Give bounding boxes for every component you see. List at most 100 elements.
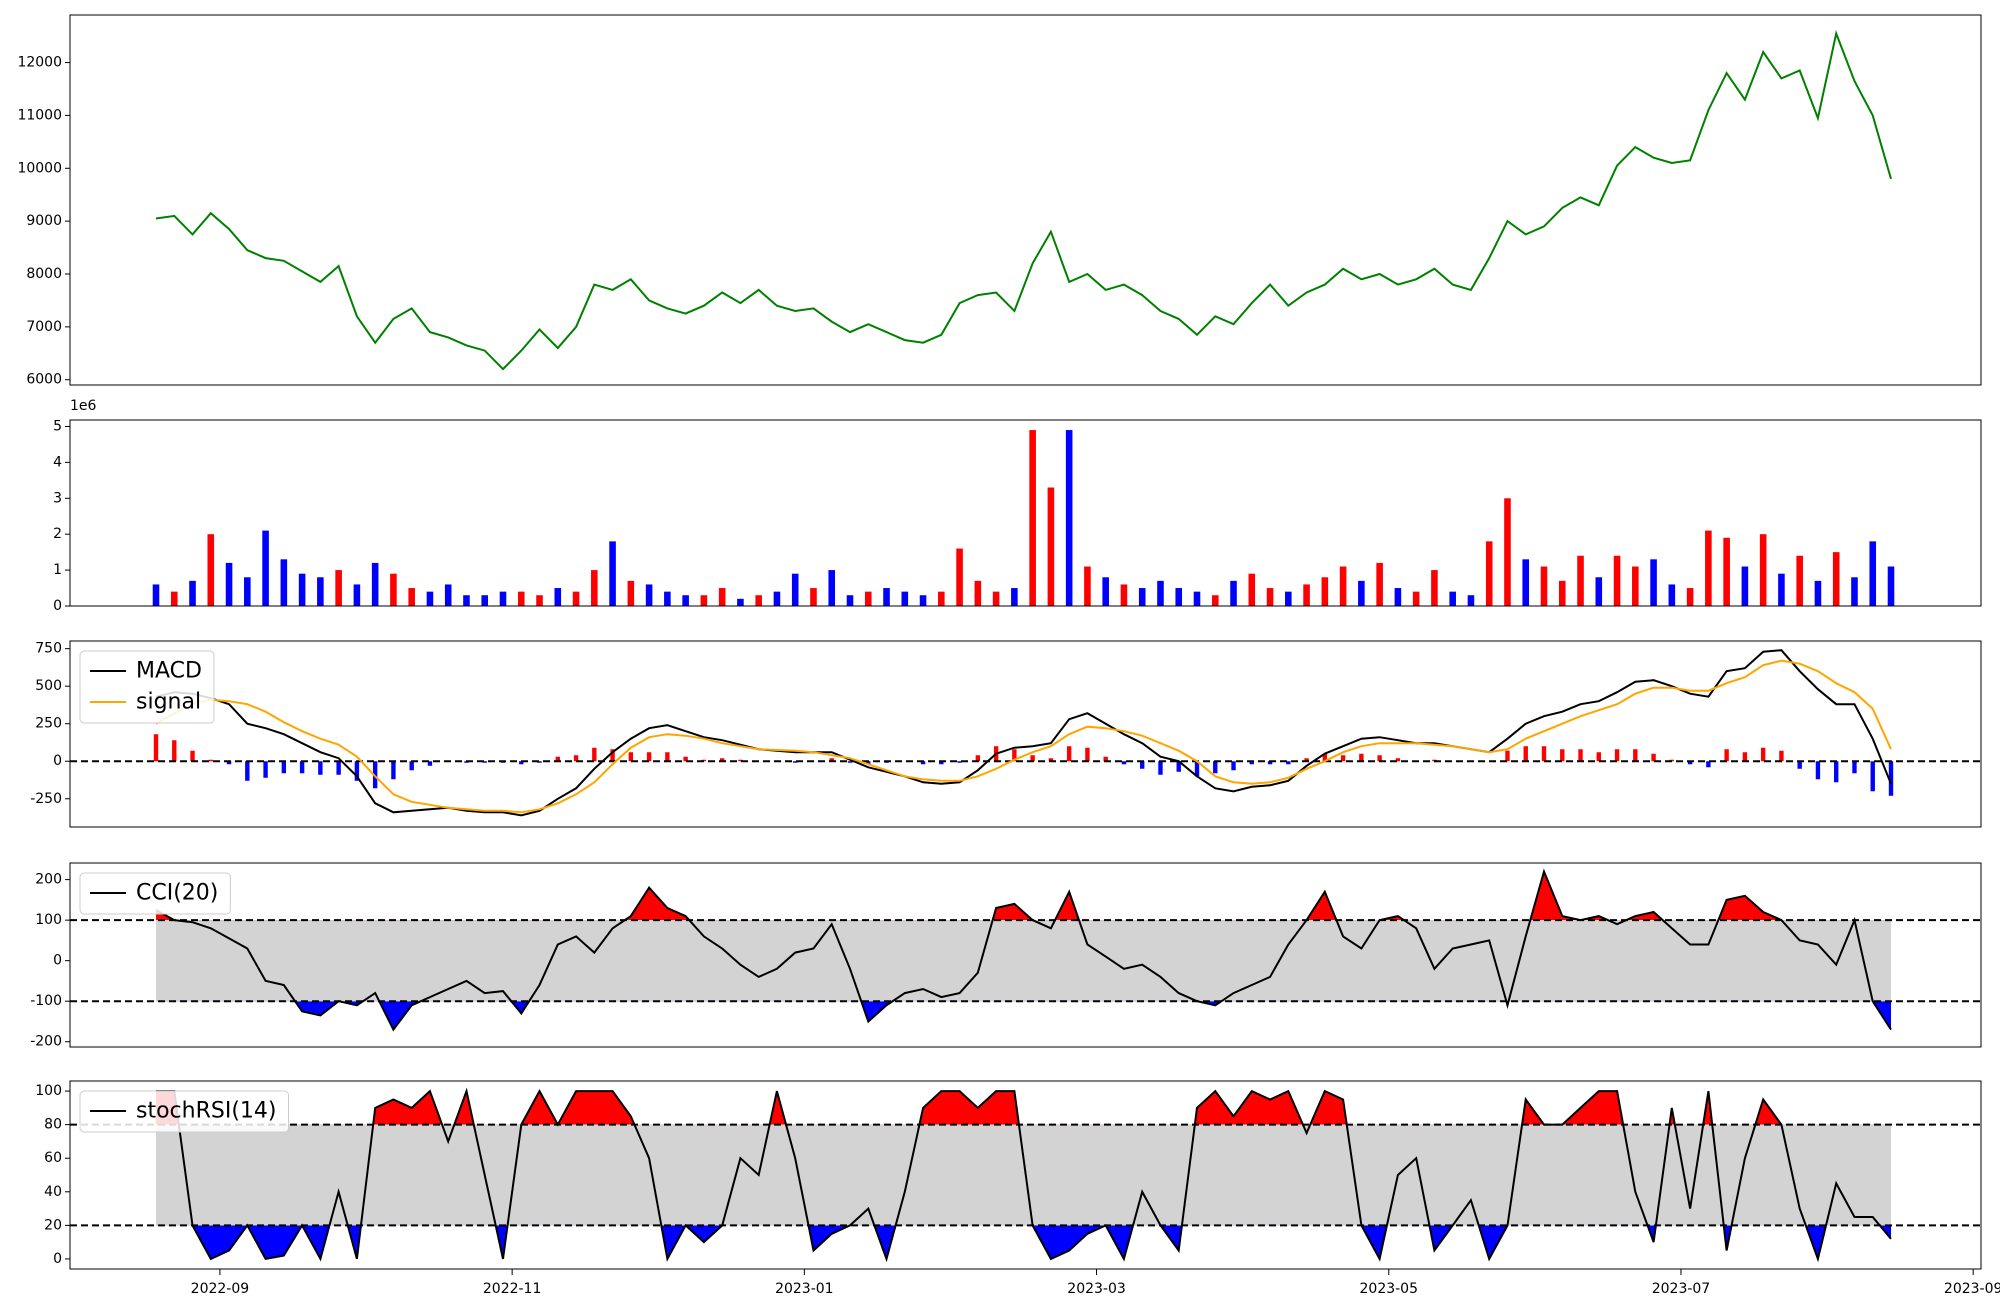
y-tick-label: -250 — [30, 791, 62, 807]
volume-bar — [1485, 541, 1493, 606]
volume-bar — [1230, 580, 1237, 606]
overbought-fill — [156, 1091, 1891, 1125]
histogram-bar — [1048, 758, 1054, 762]
volume-bar — [353, 584, 361, 606]
volume-bar — [536, 595, 543, 606]
legend: MACD signal — [79, 650, 215, 724]
y-tick-label: 10000 — [17, 160, 62, 176]
histogram-bar — [719, 758, 725, 762]
volume-bar — [1175, 588, 1183, 606]
volume-bar — [1522, 559, 1530, 606]
volume-bar — [244, 577, 251, 606]
histogram-bar — [1706, 761, 1711, 768]
volume-bar — [517, 591, 525, 606]
volume-bar — [883, 588, 890, 606]
histogram-bar — [1687, 761, 1693, 765]
volume-bar — [1814, 580, 1822, 606]
y-tick-label: -200 — [30, 1034, 62, 1050]
histogram-bar — [519, 761, 524, 765]
histogram-bar — [1322, 753, 1328, 762]
volume-bar — [664, 591, 671, 606]
histogram-bar — [683, 756, 688, 762]
y-tick-label: 200 — [35, 872, 62, 888]
y-tick-label: 20 — [44, 1217, 62, 1233]
y-tick-label: 0 — [53, 1251, 62, 1267]
histogram-bar — [1578, 749, 1583, 762]
histogram-bar — [1724, 749, 1729, 762]
legend-box — [79, 872, 231, 915]
plot-frame — [69, 14, 1982, 386]
histogram-bar — [263, 761, 268, 778]
overbought-fill — [156, 871, 1891, 921]
histogram-bar — [245, 761, 250, 781]
y-tick-label: 80 — [44, 1117, 62, 1133]
histogram-bar — [1176, 761, 1181, 772]
y-tick-label: 250 — [35, 716, 62, 732]
histogram-bar — [1870, 761, 1875, 792]
histogram-bar — [190, 750, 195, 762]
volume-bar — [901, 591, 909, 606]
histogram-bar — [1505, 750, 1510, 762]
y-tick-label: 60 — [44, 1150, 62, 1166]
volume-bar — [956, 548, 963, 606]
histogram-bar — [1651, 753, 1656, 762]
volume-bar — [1686, 588, 1694, 606]
histogram-bar — [427, 761, 433, 766]
plot-frame — [69, 1080, 1982, 1270]
indicator-line — [155, 659, 1892, 814]
y-tick-label: 9000 — [26, 213, 62, 229]
histogram-bar — [1742, 752, 1748, 762]
volume-bar — [1029, 430, 1036, 606]
histogram-bar — [1560, 749, 1565, 762]
volume-bar — [170, 591, 178, 606]
volume-bar — [737, 598, 744, 606]
histogram-bar — [1121, 761, 1127, 765]
volume-bar — [572, 591, 580, 606]
histogram-bar — [1815, 761, 1821, 780]
histogram-bar — [1779, 750, 1784, 762]
histogram-bar — [391, 761, 396, 780]
y-tick-label: 2 — [53, 526, 62, 542]
volume-bar — [645, 584, 653, 606]
volume-bar — [718, 588, 726, 606]
volume-bar — [700, 595, 708, 606]
histogram-bar — [1834, 761, 1839, 783]
histogram-bar — [646, 752, 652, 762]
volume-bar — [1887, 566, 1895, 606]
volume-bar — [189, 580, 196, 606]
volume-bar — [1431, 570, 1438, 606]
histogram-bar — [336, 761, 341, 775]
histogram-bar — [1340, 755, 1346, 762]
histogram-bar — [920, 761, 926, 765]
histogram-bar — [1066, 746, 1072, 762]
volume-bar — [1412, 591, 1420, 606]
histogram-bar — [573, 755, 579, 762]
oversold-fill — [156, 1225, 1891, 1259]
y-tick-label: 0 — [53, 753, 62, 769]
volume-bar — [1869, 541, 1877, 606]
histogram-bar — [482, 761, 487, 763]
histogram-bar — [610, 749, 615, 762]
histogram-bar — [1140, 761, 1145, 769]
legend: stochRSI(14) — [79, 1090, 289, 1133]
histogram-bar — [318, 761, 323, 775]
histogram-bar — [1377, 755, 1382, 762]
volume-bar — [1558, 580, 1566, 606]
histogram-bar — [1231, 761, 1236, 771]
histogram-bar — [1395, 758, 1401, 762]
legend-label: signal — [136, 690, 201, 715]
histogram-bar — [1797, 761, 1802, 769]
y-tick-label: 500 — [35, 678, 62, 694]
y-tick-label: 40 — [44, 1184, 62, 1200]
volume-bar — [207, 534, 215, 606]
volume-bar — [1504, 498, 1511, 606]
plot-frame — [69, 419, 1982, 607]
indicator-line — [156, 1087, 1892, 1263]
volume-bar — [1796, 555, 1803, 606]
histogram-bar — [1888, 761, 1894, 796]
volume-bar — [1339, 566, 1347, 606]
volume-bar — [1211, 595, 1219, 606]
histogram-bar — [555, 756, 560, 762]
legend-label: MACD — [136, 659, 202, 684]
